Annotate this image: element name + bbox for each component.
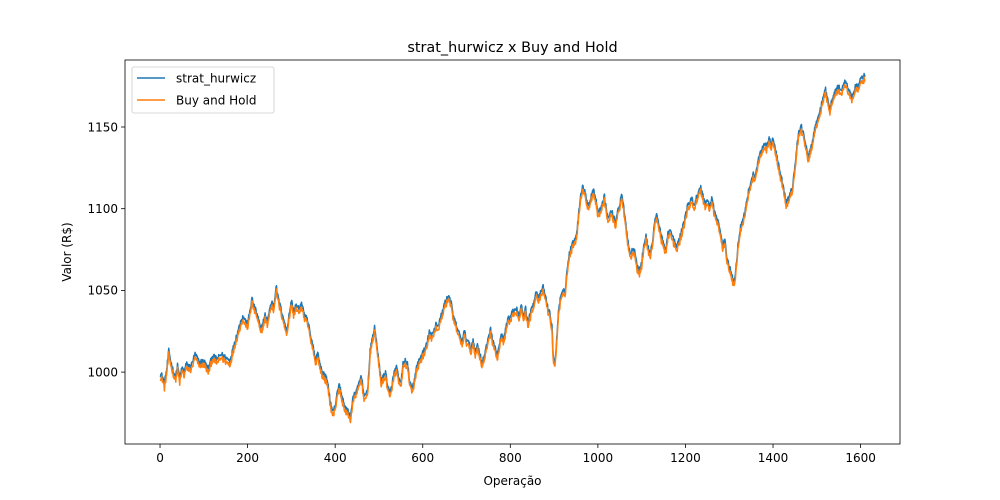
x-tick-label: 1000 [583,451,614,465]
legend-label-buy-and-hold: Buy and Hold [176,94,256,108]
x-tick-label: 1400 [758,451,789,465]
legend-label-strat-hurwicz: strat_hurwicz [176,72,256,86]
x-tick-label: 200 [236,451,259,465]
x-axis: 0 200 400 600 800 1000 1200 1400 1600 [156,444,876,465]
chart-title: strat_hurwicz x Buy and Hold [407,40,617,56]
legend-box [131,66,275,114]
y-tick-label: 1100 [87,202,118,216]
plot-area [124,59,901,445]
plot-frame [124,59,901,445]
x-tick-label: 1600 [845,451,876,465]
y-axis-label: Valor (R$) [60,222,74,281]
series-line-buy-and-hold [159,76,866,424]
y-tick-label: 1050 [87,284,118,298]
y-tick-label: 1150 [87,120,118,134]
x-tick-label: 0 [156,451,164,465]
x-tick-label: 800 [499,451,522,465]
x-axis-label: Operação [483,474,541,488]
y-tick-label: 1000 [87,365,118,379]
x-tick-label: 400 [324,451,347,465]
series-layer [159,72,866,424]
legend: strat_hurwicz Buy and Hold [131,66,275,114]
y-axis: 1000 1050 1100 1150 [87,120,125,379]
x-tick-label: 600 [411,451,434,465]
x-tick-label: 1200 [670,451,701,465]
